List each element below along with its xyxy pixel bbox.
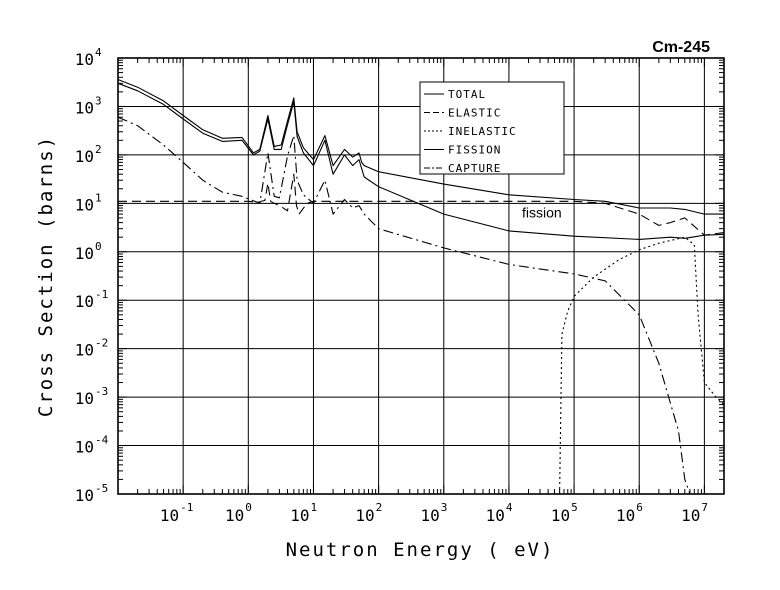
grid-lines: [118, 58, 724, 494]
x-tick-label: 10: [225, 506, 244, 525]
y-tick-label: 10: [75, 195, 94, 214]
x-tick-exponent: 6: [636, 501, 643, 514]
y-tick-label: 10: [75, 292, 94, 311]
legend-label: FISSION: [448, 144, 501, 157]
x-tick-label: 10: [290, 506, 309, 525]
y-tick-label: 10: [75, 98, 94, 117]
x-tick-exponent: 3: [441, 501, 448, 514]
x-tick-exponent: 4: [506, 501, 513, 514]
y-tick-exponent: -1: [95, 288, 108, 301]
x-tick-exponent: 7: [701, 501, 708, 514]
y-tick-label: 10: [75, 50, 94, 69]
y-tick-exponent: 4: [95, 46, 102, 59]
series-line-total: [117, 78, 724, 215]
y-tick-exponent: -4: [95, 434, 109, 447]
legend-label: CAPTURE: [448, 162, 501, 175]
y-tick-label: 10: [75, 389, 94, 408]
annotation-label: fission: [522, 204, 562, 220]
x-tick-exponent: 0: [245, 501, 252, 514]
x-tick-label: 10: [355, 506, 374, 525]
x-tick-label: 10: [486, 506, 505, 525]
series-line-fission: [117, 82, 725, 240]
x-tick-exponent: 2: [376, 501, 383, 514]
y-tick-exponent: -2: [95, 337, 108, 350]
y-tick-exponent: 3: [95, 94, 102, 107]
series-line-inelastic: [559, 236, 725, 495]
x-tick-label: 10: [551, 506, 570, 525]
x-tick-label: 10: [421, 506, 440, 525]
legend-label: TOTAL: [448, 88, 486, 101]
x-axis-ticks: 10 -1 10 0 10 1 10 2 10 3 10 4 10 5 10 6 10 7: [117, 58, 725, 525]
y-tick-label: 10: [75, 486, 94, 505]
legend: TOTAL ELASTIC INELASTIC FISSION CAPTURE: [419, 81, 565, 175]
chart-title: Cm-245: [652, 39, 710, 56]
series-line-elastic: [118, 173, 725, 236]
y-tick-label: 10: [75, 147, 94, 166]
y-tick-exponent: -3: [95, 385, 108, 398]
series-layer: [117, 78, 725, 495]
y-tick-label: 10: [75, 341, 94, 360]
x-tick-label: 10: [681, 506, 700, 525]
x-axis-title: Neutron Energy ( eV): [286, 539, 555, 561]
legend-box: [419, 81, 565, 175]
x-tick-exponent: -1: [180, 501, 193, 514]
x-tick-label: 10: [616, 506, 635, 525]
y-tick-exponent: 0: [95, 240, 102, 253]
legend-label: ELASTIC: [448, 107, 501, 120]
x-tick-exponent: 1: [310, 501, 317, 514]
y-tick-exponent: -5: [95, 482, 108, 495]
y-tick-label: 10: [75, 438, 94, 457]
legend-label: INELASTIC: [448, 125, 517, 138]
y-axis-title: Cross Section (barns): [35, 135, 57, 417]
y-tick-exponent: 1: [95, 191, 102, 204]
y-tick-label: 10: [75, 244, 94, 263]
x-tick-exponent: 5: [571, 501, 578, 514]
x-tick-label: 10: [160, 506, 179, 525]
annotations: fission: [522, 204, 562, 220]
y-tick-exponent: 2: [95, 143, 102, 156]
